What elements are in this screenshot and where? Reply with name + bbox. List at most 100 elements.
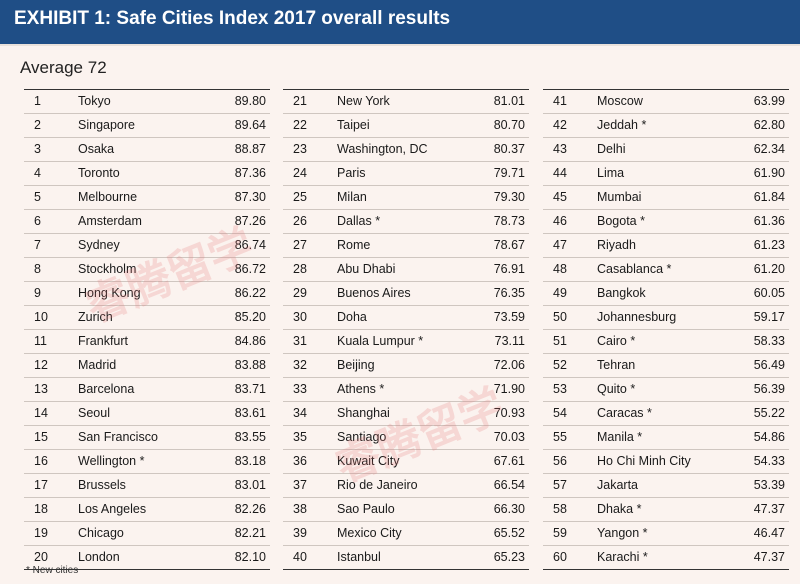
score-cell: 61.36 [753, 214, 785, 228]
score-cell: 65.52 [493, 526, 525, 540]
score-cell: 54.33 [753, 454, 785, 468]
table-row: 47 Riyadh 61.23 [543, 234, 789, 258]
city-cell: Casablanca * [597, 262, 672, 276]
rank-cell: 42 [553, 118, 567, 132]
rank-cell: 13 [34, 382, 48, 396]
city-cell: Seoul [78, 406, 110, 420]
score-cell: 79.71 [493, 166, 525, 180]
rank-cell: 27 [293, 238, 307, 252]
rank-cell: 57 [553, 478, 567, 492]
table-row: 13 Barcelona 83.71 [24, 378, 270, 402]
city-cell: Bangkok [597, 286, 646, 300]
city-cell: London [78, 550, 120, 564]
score-cell: 71.90 [493, 382, 525, 396]
rank-cell: 41 [553, 94, 567, 108]
city-cell: Wellington * [78, 454, 145, 468]
score-cell: 62.34 [753, 142, 785, 156]
table-row: 2 Singapore 89.64 [24, 114, 270, 138]
score-cell: 67.61 [493, 454, 525, 468]
city-cell: Frankfurt [78, 334, 129, 348]
city-cell: Mumbai [597, 190, 642, 204]
rank-cell: 2 [34, 118, 41, 132]
city-cell: Kuala Lumpur * [337, 334, 424, 348]
table-row: 36 Kuwait City 67.61 [283, 450, 529, 474]
table-row: 6 Amsterdam 87.26 [24, 210, 270, 234]
city-cell: Amsterdam [78, 214, 142, 228]
score-cell: 76.91 [493, 262, 525, 276]
score-cell: 80.37 [493, 142, 525, 156]
table-row: 18 Los Angeles 82.26 [24, 498, 270, 522]
city-cell: San Francisco [78, 430, 158, 444]
rank-cell: 18 [34, 502, 48, 516]
score-cell: 86.74 [234, 238, 266, 252]
rank-cell: 48 [553, 262, 567, 276]
table-row: 10 Zurich 85.20 [24, 306, 270, 330]
table-row: 35 Santiago 70.03 [283, 426, 529, 450]
score-cell: 87.30 [234, 190, 266, 204]
score-cell: 82.10 [234, 550, 266, 564]
table-row: 59 Yangon * 46.47 [543, 522, 789, 546]
rank-cell: 59 [553, 526, 567, 540]
table-row: 34 Shanghai 70.93 [283, 402, 529, 426]
score-cell: 58.33 [753, 334, 785, 348]
rank-cell: 19 [34, 526, 48, 540]
score-cell: 66.54 [493, 478, 525, 492]
city-cell: Johannesburg [597, 310, 677, 324]
table-row: 24 Paris 79.71 [283, 162, 529, 186]
rank-cell: 51 [553, 334, 567, 348]
score-cell: 59.17 [753, 310, 785, 324]
score-cell: 60.05 [753, 286, 785, 300]
rank-cell: 40 [293, 550, 307, 564]
table-row: 22 Taipei 80.70 [283, 114, 529, 138]
rank-cell: 4 [34, 166, 41, 180]
rank-cell: 9 [34, 286, 41, 300]
city-cell: Singapore [78, 118, 135, 132]
table-row: 28 Abu Dhabi 76.91 [283, 258, 529, 282]
rank-cell: 11 [34, 334, 47, 348]
score-cell: 78.73 [493, 214, 525, 228]
city-cell: Melbourne [78, 190, 138, 204]
city-cell: Rio de Janeiro [337, 478, 418, 492]
city-cell: Mexico City [337, 526, 402, 540]
city-cell: Sao Paulo [337, 502, 395, 516]
table-row: 52 Tehran 56.49 [543, 354, 789, 378]
footnote: * New cities [26, 565, 79, 576]
table-row: 38 Sao Paulo 66.30 [283, 498, 529, 522]
table-row: 4 Toronto 87.36 [24, 162, 270, 186]
table-row: 17 Brussels 83.01 [24, 474, 270, 498]
rank-cell: 15 [34, 430, 48, 444]
rank-cell: 54 [553, 406, 567, 420]
city-cell: Los Angeles [78, 502, 147, 516]
score-cell: 66.30 [493, 502, 525, 516]
score-cell: 46.47 [753, 526, 785, 540]
city-cell: Moscow [597, 94, 643, 108]
score-cell: 79.30 [493, 190, 525, 204]
table-row: 54 Caracas * 55.22 [543, 402, 789, 426]
score-cell: 80.70 [493, 118, 525, 132]
table-row: 60 Karachi * 47.37 [543, 546, 789, 570]
city-cell: Bogota * [597, 214, 645, 228]
score-cell: 56.39 [753, 382, 785, 396]
city-cell: Washington, DC [337, 142, 428, 156]
score-cell: 83.01 [234, 478, 266, 492]
table-row: 40 Istanbul 65.23 [283, 546, 529, 570]
city-cell: Zurich [78, 310, 113, 324]
table-row: 31 Kuala Lumpur * 73.11 [283, 330, 529, 354]
score-cell: 83.55 [234, 430, 266, 444]
city-cell: Quito * [597, 382, 636, 396]
table-row: 45 Mumbai 61.84 [543, 186, 789, 210]
table-row: 32 Beijing 72.06 [283, 354, 529, 378]
city-cell: Lima [597, 166, 625, 180]
city-cell: Tokyo [78, 94, 111, 108]
score-cell: 65.23 [493, 550, 525, 564]
rank-cell: 25 [293, 190, 307, 204]
rank-cell: 46 [553, 214, 567, 228]
city-cell: Ho Chi Minh City [597, 454, 691, 468]
city-cell: Jeddah * [597, 118, 647, 132]
table-row: 49 Bangkok 60.05 [543, 282, 789, 306]
city-cell: Caracas * [597, 406, 652, 420]
rank-column-2: 21 New York 81.01 22 Taipei 80.70 23 Washington… [283, 89, 529, 570]
city-cell: Beijing [337, 358, 375, 372]
score-cell: 84.86 [234, 334, 266, 348]
score-cell: 72.06 [493, 358, 525, 372]
